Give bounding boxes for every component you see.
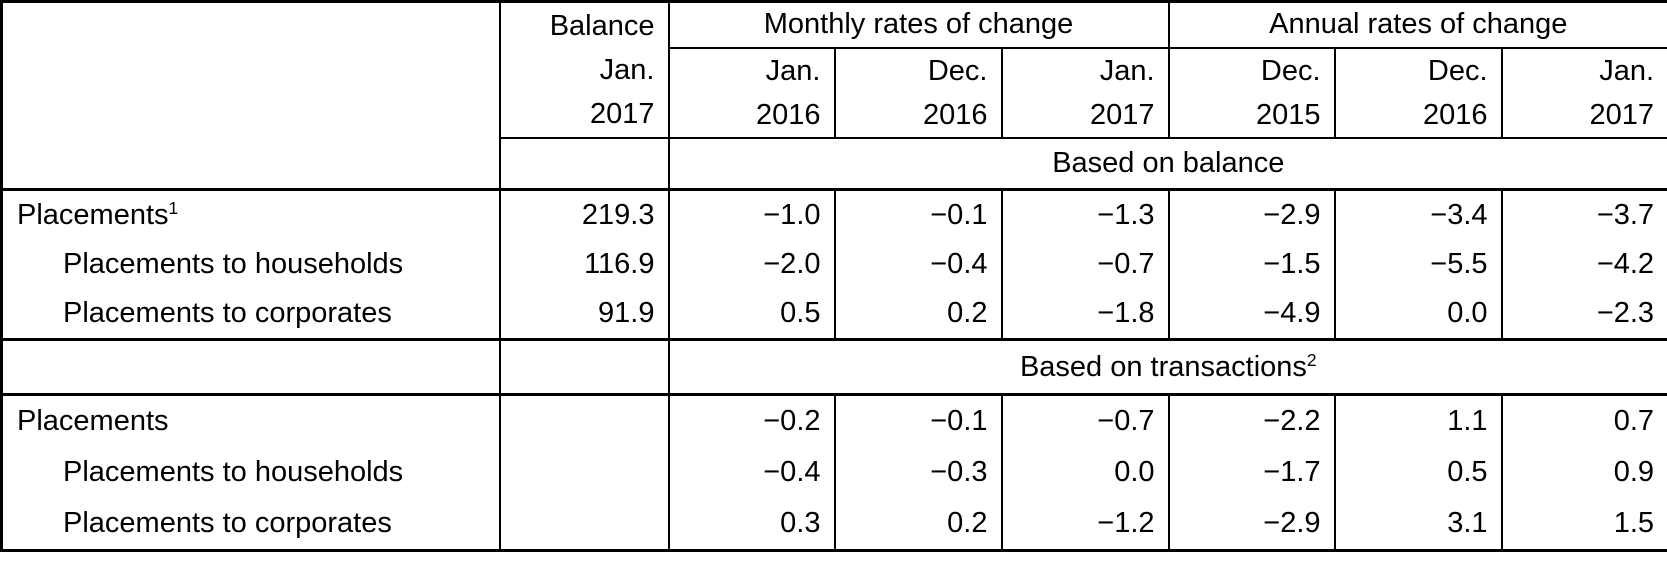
section-title-text: Based on balance xyxy=(1052,146,1285,179)
value-cell: −5.5 xyxy=(1333,239,1503,290)
value-cell: 0.5 xyxy=(1333,446,1503,499)
period-year: 2016 xyxy=(922,98,988,131)
value-cell: −0.2 xyxy=(667,394,836,447)
data-row-corporates-transactions: Placements to corporates 0.3 0.2 −1.2 −2… xyxy=(0,498,1667,551)
period-year: 2016 xyxy=(1423,98,1488,131)
balance-month: Jan. xyxy=(599,53,655,86)
value-cell: −2.0 xyxy=(667,239,836,290)
row-label-footnote: 1 xyxy=(168,198,179,219)
value-cell: 0.9 xyxy=(1500,446,1667,499)
value-cell: −0.1 xyxy=(833,394,1003,447)
empty-balance-cell xyxy=(498,137,670,191)
value-cell: −2.9 xyxy=(1167,498,1336,551)
value-cell: −0.4 xyxy=(833,239,1003,290)
value-cell: 3.1 xyxy=(1333,498,1503,551)
period-month: Dec. xyxy=(1427,54,1488,87)
value-cell: −2.2 xyxy=(1167,394,1336,447)
balance-value: 219.3 xyxy=(498,189,670,240)
row-label: Placements1 xyxy=(0,189,501,240)
value-cell: −0.4 xyxy=(667,446,836,499)
section-header-balance-row: Based on balance xyxy=(2,137,1667,191)
value-cell: −4.9 xyxy=(1167,289,1336,340)
value-cell: 0.7 xyxy=(1500,394,1667,447)
section-header-transactions-row: Based on transactions2 xyxy=(0,338,1667,396)
period-header: Jan. 2017 xyxy=(1500,47,1667,139)
value-cell: −1.8 xyxy=(1000,289,1170,340)
data-row-placements-transactions: Placements −0.2 −0.1 −0.7 −2.2 1.1 0.7 xyxy=(0,394,1667,447)
row-label-text: Placements xyxy=(17,404,169,437)
value-cell: 0.2 xyxy=(833,289,1003,340)
balance-value xyxy=(498,498,670,551)
period-month: Jan. xyxy=(1099,54,1155,87)
balance-title: Balance xyxy=(549,9,655,42)
value-cell: 0.2 xyxy=(833,498,1003,551)
row-label: Placements xyxy=(0,394,501,447)
period-header: Dec. 2016 xyxy=(833,47,1003,139)
period-header: Jan. 2017 xyxy=(1000,47,1170,139)
row-label-text: Placements to households xyxy=(63,248,404,280)
section-title-based-on-balance: Based on balance xyxy=(667,137,1667,191)
value-cell: −0.7 xyxy=(1000,394,1170,447)
value-cell: −0.3 xyxy=(833,446,1003,499)
value-cell: −4.2 xyxy=(1500,239,1667,290)
row-label-text: Placements to corporates xyxy=(63,507,392,540)
period-year: 2017 xyxy=(1589,98,1655,131)
balance-column-header: Balance Jan. 2017 xyxy=(498,1,670,139)
empty-balance-cell xyxy=(498,338,670,396)
period-header: Dec. 2015 xyxy=(1167,47,1336,139)
value-cell: −2.9 xyxy=(1167,189,1336,240)
period-header: Jan. 2016 xyxy=(667,47,836,139)
balance-value xyxy=(498,446,670,499)
annual-group-header: Annual rates of change xyxy=(1167,1,1667,49)
header-row-periods: Jan. 2016 Dec. 2016 Jan. 2017 Dec. 2015 … xyxy=(2,47,1667,139)
corner-cell xyxy=(0,1,501,191)
value-cell: 0.3 xyxy=(667,498,836,551)
period-year: 2015 xyxy=(1256,98,1321,131)
row-label-text: Placements to households xyxy=(63,456,404,488)
value-cell: 1.5 xyxy=(1500,498,1667,551)
data-row-households-balance: Placements to households 116.9 −2.0 −0.4… xyxy=(0,239,1667,290)
period-month: Dec. xyxy=(927,54,988,87)
value-cell: −1.0 xyxy=(667,189,836,240)
row-label: Placements to households xyxy=(0,446,501,499)
balance-value xyxy=(498,394,670,447)
empty-label-cell xyxy=(0,338,501,396)
value-cell: 1.1 xyxy=(1333,394,1503,447)
value-cell: 0.5 xyxy=(667,289,836,340)
balance-year: 2017 xyxy=(589,97,655,130)
value-cell: −1.2 xyxy=(1000,498,1170,551)
section-title-footnote: 2 xyxy=(1306,349,1317,370)
value-cell: 0.0 xyxy=(1000,446,1170,499)
header-row-groups: Balance Jan. 2017 Monthly rates of chang… xyxy=(0,1,1667,191)
period-year: 2017 xyxy=(1090,98,1155,131)
period-month: Jan. xyxy=(1599,54,1655,87)
section-title-text: Based on transactions xyxy=(1019,350,1307,383)
balance-value: 91.9 xyxy=(498,289,670,340)
row-label: Placements to corporates xyxy=(0,498,501,551)
section-title-based-on-transactions: Based on transactions2 xyxy=(667,338,1667,396)
value-cell: −1.5 xyxy=(1167,239,1336,290)
balance-value: 116.9 xyxy=(498,239,670,290)
data-row-households-transactions: Placements to households −0.4 −0.3 0.0 −… xyxy=(0,446,1667,499)
row-label: Placements to corporates xyxy=(0,289,501,340)
period-header: Dec. 2016 xyxy=(1333,47,1503,139)
row-label-text: Placements xyxy=(17,198,169,231)
data-row-corporates-balance: Placements to corporates 91.9 0.5 0.2 −1… xyxy=(0,289,1667,340)
value-cell: −0.7 xyxy=(1000,239,1170,290)
data-row-placements-balance: Placements1 219.3 −1.0 −0.1 −1.3 −2.9 −3… xyxy=(0,189,1667,240)
value-cell: 0.0 xyxy=(1333,289,1503,340)
period-month: Dec. xyxy=(1260,54,1321,87)
period-year: 2016 xyxy=(755,98,821,131)
value-cell: −0.1 xyxy=(833,189,1003,240)
value-cell: −1.7 xyxy=(1167,446,1336,499)
period-month: Jan. xyxy=(765,54,821,87)
value-cell: −3.4 xyxy=(1333,189,1503,240)
value-cell: −1.3 xyxy=(1000,189,1170,240)
value-cell: −3.7 xyxy=(1500,189,1667,240)
row-label-text: Placements to corporates xyxy=(63,297,392,330)
row-label: Placements to households xyxy=(0,239,501,290)
monthly-group-header: Monthly rates of change xyxy=(667,1,1170,49)
value-cell: −2.3 xyxy=(1500,289,1667,340)
